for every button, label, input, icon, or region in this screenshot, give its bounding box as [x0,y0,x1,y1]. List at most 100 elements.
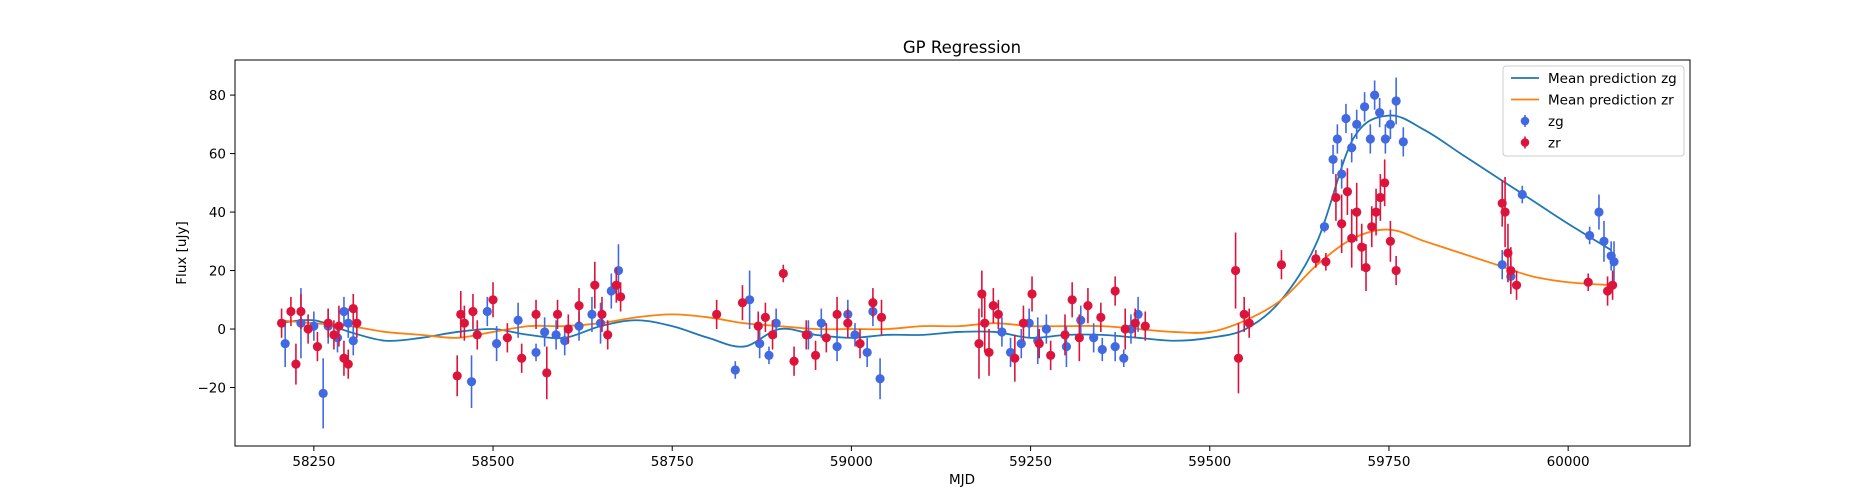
data-point-zg [574,321,584,331]
y-tick-label: 80 [209,88,226,104]
data-point-zr [737,298,748,308]
data-point-zr [1371,207,1381,217]
data-point-zr [590,280,600,290]
data-point-zr [563,324,573,334]
data-point-zg [875,374,885,384]
series-mean-prediction-zg [277,114,1612,348]
y-tick-label: −20 [198,381,227,397]
data-point-zr [821,333,831,343]
x-tick-label: 59500 [1188,454,1231,470]
data-point-zg [531,347,541,358]
data-point-zr [1120,324,1130,334]
data-point-zr [286,306,296,317]
data-point-zr [1074,333,1084,343]
data-point-zr [574,301,584,311]
data-point-zg [1497,260,1507,270]
data-point-zr [789,356,799,366]
data-point-zr [767,330,778,340]
data-point-zr [468,306,478,317]
data-point-zr [459,318,469,328]
data-point-zg [339,306,349,317]
data-point-zr [603,330,613,340]
chart-title: GP Regression [903,38,1021,57]
data-point-zr [843,318,853,328]
data-point-zr [472,330,482,340]
data-point-zr [1380,178,1390,188]
data-point-zr [323,318,333,328]
data-point-zr [1385,236,1395,246]
x-tick-label: 58750 [651,454,694,470]
data-point-zr [502,333,512,343]
y-axis-ticks: −20 0 20 40 60 80 [198,88,235,397]
data-point-zg [492,339,502,349]
data-point-zg [318,388,328,398]
data-point-zr [980,318,990,328]
data-point-zg [1119,353,1129,363]
legend-item: zg [1520,114,1564,130]
data-point-zg [1089,333,1099,343]
data-point-zr [597,309,607,320]
data-point-zr [542,368,552,378]
data-point-zr [1060,330,1070,340]
data-point-zg [1391,96,1401,106]
data-point-zg [816,318,826,328]
data-point-zr [1357,242,1367,252]
data-point-zg [1319,222,1330,232]
data-point-zr [334,321,344,331]
data-point-zr [312,341,323,352]
legend: Mean prediction zg Mean prediction zr zg zr [1502,65,1685,157]
data-point-zr [868,298,878,308]
data-point-zr [348,303,358,314]
data-point-zr [993,309,1003,320]
data-point-zg [730,365,740,375]
data-point-zg [1076,315,1086,325]
data-point-zr [1034,339,1044,349]
data-point-zr [1583,277,1593,287]
data-point-zr [1352,207,1362,217]
axes-frame [234,59,1691,447]
data-point-zr [988,301,998,311]
data-point-zg [280,339,290,349]
data-point-zg [1517,189,1527,200]
data-point-zg [745,295,755,305]
data-point-zg [1370,90,1380,100]
legend-item: Mean prediction zg [1511,71,1677,87]
legend-box [1502,65,1685,157]
data-point-zr [753,321,763,331]
data-point-zg [1337,169,1347,179]
data-point-zr [276,318,287,328]
data-point-zg [1599,236,1609,246]
legend-label: zr [1548,136,1561,152]
data-point-zg [348,336,358,346]
data-point-zr [855,339,865,349]
data-point-zr [1233,353,1244,363]
data-point-zr [1083,301,1093,311]
data-point-zg [1359,102,1370,112]
data-point-zg [595,318,606,328]
data-point-zr [712,309,722,320]
data-point-zg [1097,344,1107,355]
data-point-zr [329,330,339,340]
legend-label: Mean prediction zg [1548,71,1677,87]
plot-area [276,77,1619,429]
data-point-zg [540,327,550,337]
data-point-zr [611,280,621,290]
data-point-zr [1311,254,1321,264]
data-point-zg [1609,257,1619,267]
data-point-zg [1375,108,1385,118]
data-point-zg [551,330,561,340]
legend-marker-swatch [1520,138,1530,147]
data-point-zr [296,306,306,317]
legend-item: Mean prediction zr [1511,93,1674,109]
data-point-zg [764,350,774,360]
data-point-zr [876,312,887,322]
data-point-zr [1244,318,1254,328]
data-point-zr [1607,280,1618,290]
data-point-zr [1027,289,1037,299]
x-tick-label: 59000 [830,454,873,470]
data-point-zg [343,318,353,328]
line-mean-prediction-zg [277,114,1612,348]
legend-item: zr [1520,136,1561,152]
data-point-zr [1347,233,1357,243]
